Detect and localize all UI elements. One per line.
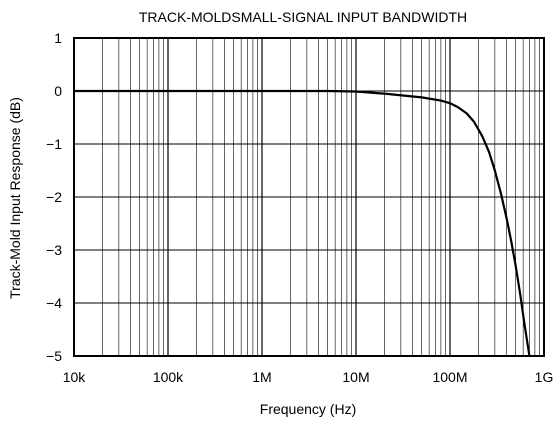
chart-title: TRACK-MOLDSMALL-SIGNAL INPUT BANDWIDTH [139,9,467,25]
series-line [74,89,531,357]
x-tick-label: 100M [432,369,467,385]
x-tick-label: 1M [252,369,271,385]
x-axis-label: Frequency (Hz) [260,401,356,417]
x-tick-label: 10k [63,369,87,385]
y-tick-label: 0 [54,83,62,99]
y-tick-label: −3 [46,242,62,258]
x-tick-label: 1G [535,369,554,385]
plot-frame [73,37,545,357]
grid [73,37,545,357]
y-tick-label: 1 [54,30,62,46]
axes: 10k 100k 1M 10M 100M 1G 1 0 −1 −2 −3 −4 −5 [46,30,553,385]
series [74,89,531,357]
y-axis-label: Track-Mold Input Response (dB) [7,97,23,299]
y-tick-label: −1 [46,136,62,152]
x-tick-label: 100k [153,369,184,385]
y-tick-label: −5 [46,348,62,364]
x-tick-label: 10M [342,369,369,385]
y-tick-label: −2 [46,189,62,205]
y-tick-label: −4 [46,295,62,311]
